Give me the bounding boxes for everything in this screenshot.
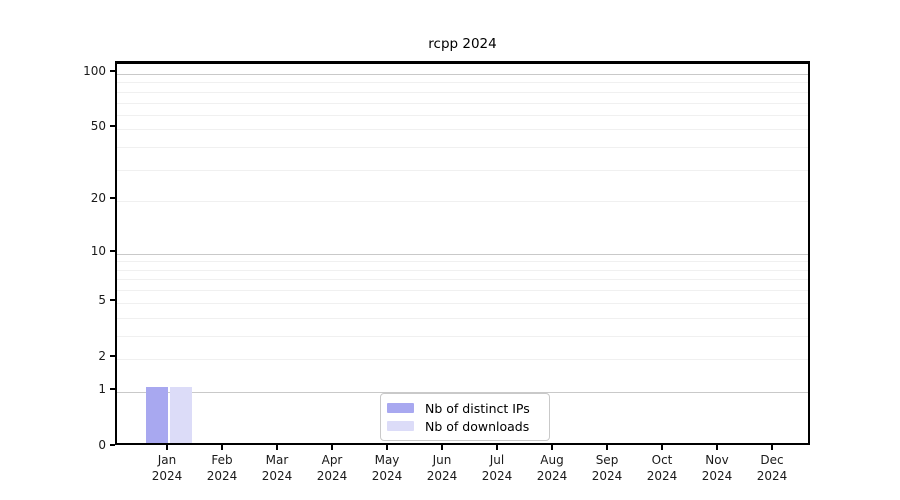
y-tick-mark-100: [110, 70, 115, 72]
x-tick-label-year: 2024: [151, 469, 183, 483]
x-tick-label-year: 2024: [756, 469, 788, 483]
x-tick-label-nov: Nov 2024: [687, 452, 747, 484]
y-tick-label-5: 5: [98, 293, 106, 307]
legend-row-downloads: Nb of downloads: [387, 417, 541, 435]
gridline-5: [117, 303, 808, 304]
x-tick-label-year: 2024: [206, 469, 238, 483]
gridline-80: [117, 92, 808, 93]
gridline-8: [117, 270, 808, 271]
gridline-10: [117, 254, 808, 255]
x-tick-label-month: Jan: [157, 453, 177, 467]
x-tick-mark-dec: [771, 445, 773, 450]
x-tick-label-aug: Aug 2024: [522, 452, 582, 484]
x-tick-label-dec: Dec 2024: [742, 452, 802, 484]
bar-jan-downloads: [170, 387, 192, 443]
x-tick-label-may: May 2024: [357, 452, 417, 484]
x-tick-label-year: 2024: [646, 469, 678, 483]
bar-jan-distinct-ips: [146, 387, 168, 443]
x-tick-label-month: Feb: [211, 453, 233, 467]
chart-title: rcpp 2024: [428, 36, 497, 52]
gridline-90: [117, 82, 808, 83]
y-tick-mark-1: [110, 388, 115, 390]
x-tick-label-month: Jul: [489, 453, 505, 467]
x-tick-label-feb: Feb 2024: [192, 452, 252, 484]
y-tick-mark-0: [110, 444, 115, 446]
y-tick-label-1: 1: [98, 382, 106, 396]
gridline-4: [117, 318, 808, 319]
y-tick-label-50: 50: [90, 119, 106, 133]
gridline-70: [117, 103, 808, 104]
y-tick-mark-2: [110, 355, 115, 357]
legend-label-distinct-ips: Nb of distinct IPs: [425, 400, 530, 416]
gridline-2: [117, 359, 808, 360]
legend-swatch-downloads: [387, 421, 414, 431]
x-tick-label-jan: Jan 2024: [137, 452, 197, 484]
x-tick-label-year: 2024: [261, 469, 293, 483]
y-tick-label-0: 0: [98, 438, 106, 452]
gridline-1: [117, 392, 808, 393]
gridline-3: [117, 336, 808, 337]
x-tick-label-month: Sep: [595, 453, 619, 467]
legend-swatch-distinct-ips: [387, 403, 414, 413]
x-tick-mark-jan: [166, 445, 168, 450]
y-tick-label-100: 100: [83, 64, 106, 78]
gridline-100: [117, 74, 808, 75]
x-tick-label-sep: Sep 2024: [577, 452, 637, 484]
y-tick-mark-5: [110, 299, 115, 301]
gridline-30: [117, 170, 808, 171]
y-tick-mark-20: [110, 197, 115, 199]
x-tick-label-year: 2024: [536, 469, 568, 483]
x-tick-mark-aug: [551, 445, 553, 450]
x-tick-mark-may: [386, 445, 388, 450]
x-tick-label-month: Nov: [705, 453, 729, 467]
x-tick-mark-nov: [716, 445, 718, 450]
legend: Nb of distinct IPs Nb of downloads: [380, 393, 550, 441]
gridline-9: [117, 261, 808, 262]
x-tick-label-month: May: [374, 453, 400, 467]
x-tick-label-month: Mar: [265, 453, 289, 467]
x-tick-label-year: 2024: [591, 469, 623, 483]
y-tick-mark-50: [110, 125, 115, 127]
x-tick-label-apr: Apr 2024: [302, 452, 362, 484]
x-tick-label-month: Oct: [651, 453, 673, 467]
x-tick-label-month: Aug: [540, 453, 564, 467]
plot-area: Nb of distinct IPs Nb of downloads: [115, 61, 810, 445]
y-tick-label-2: 2: [98, 349, 106, 363]
x-tick-label-jul: Jul 2024: [467, 452, 527, 484]
x-tick-mark-mar: [276, 445, 278, 450]
y-tick-label-10: 10: [90, 244, 106, 258]
gridline-40: [117, 147, 808, 148]
legend-label-downloads: Nb of downloads: [425, 418, 530, 434]
x-tick-label-jun: Jun 2024: [412, 452, 472, 484]
x-tick-label-month: Dec: [760, 453, 784, 467]
legend-row-distinct-ips: Nb of distinct IPs: [387, 399, 541, 417]
x-tick-mark-feb: [221, 445, 223, 450]
gridline-20: [117, 201, 808, 202]
x-tick-label-year: 2024: [701, 469, 733, 483]
x-tick-mark-jun: [441, 445, 443, 450]
x-tick-label-month: Jun: [432, 453, 452, 467]
x-tick-mark-jul: [496, 445, 498, 450]
y-tick-label-20: 20: [90, 191, 106, 205]
gridline-50: [117, 129, 808, 130]
gridline-60: [117, 115, 808, 116]
x-tick-label-year: 2024: [426, 469, 458, 483]
x-tick-mark-sep: [606, 445, 608, 450]
y-tick-mark-10: [110, 250, 115, 252]
x-tick-mark-oct: [661, 445, 663, 450]
x-tick-label-year: 2024: [481, 469, 513, 483]
x-tick-label-year: 2024: [316, 469, 348, 483]
x-tick-label-oct: Oct 2024: [632, 452, 692, 484]
x-tick-label-year: 2024: [371, 469, 403, 483]
x-tick-label-mar: Mar 2024: [247, 452, 307, 484]
gridline-6: [117, 290, 808, 291]
x-tick-label-month: Apr: [321, 453, 343, 467]
gridline-7: [117, 279, 808, 280]
x-tick-mark-apr: [331, 445, 333, 450]
